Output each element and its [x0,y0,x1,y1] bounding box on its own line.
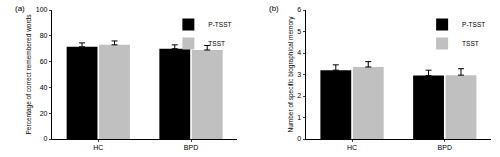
svg-text:HC: HC [93,144,103,151]
svg-text:2: 2 [297,92,301,99]
svg-text:Percentage of correct remember: Percentage of correct remembered words [25,14,33,135]
svg-text:P-TSST: P-TSST [462,21,485,28]
svg-text:BPD: BPD [184,144,198,151]
svg-text:80: 80 [40,32,48,39]
svg-text:3: 3 [297,71,301,78]
svg-text:0: 0 [297,135,301,142]
svg-text:1: 1 [297,114,301,121]
svg-text:40: 40 [40,84,48,91]
svg-text:TSST: TSST [208,40,225,47]
svg-text:HC: HC [347,144,357,151]
svg-text:(b): (b) [269,4,279,13]
svg-text:P-TSST: P-TSST [208,21,231,28]
svg-text:100: 100 [36,6,48,13]
svg-text:6: 6 [297,6,301,13]
svg-text:0: 0 [44,135,48,142]
svg-text:20: 20 [40,110,48,117]
svg-text:TSST: TSST [462,40,479,47]
svg-text:5: 5 [297,28,301,35]
svg-text:BPD: BPD [438,144,452,151]
svg-text:(a): (a) [15,4,25,13]
svg-text:4: 4 [297,49,301,56]
svg-text:Number of specific biographica: Number of specific biographical memory [287,16,295,133]
svg-text:60: 60 [40,58,48,65]
